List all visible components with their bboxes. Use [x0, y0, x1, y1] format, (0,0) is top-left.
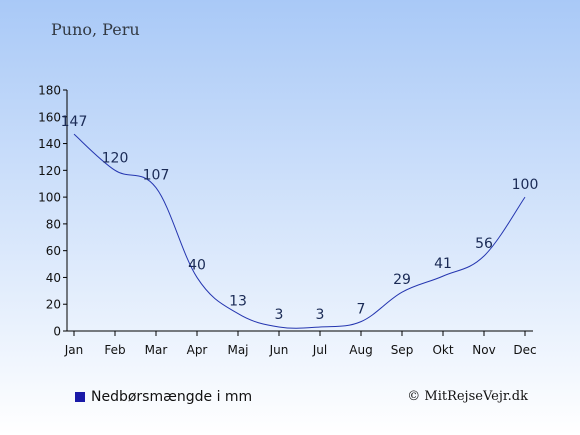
credit-text: © MitRejseVejr.dk	[407, 389, 528, 404]
y-tick-label: 100	[38, 191, 61, 205]
x-tick-label: Nov	[472, 343, 495, 357]
location-title: Puno, Peru	[51, 20, 140, 39]
data-label: 147	[61, 114, 88, 130]
x-tick-label: Jul	[312, 343, 327, 357]
data-label: 13	[229, 294, 247, 310]
data-label: 41	[434, 256, 452, 272]
data-label: 3	[275, 307, 284, 323]
y-tick-label: 80	[46, 217, 61, 231]
data-label: 3	[316, 307, 325, 323]
data-label: 40	[188, 257, 206, 273]
y-tick-label: 60	[46, 244, 61, 258]
y-tick-label: 160	[38, 110, 61, 124]
x-tick-label: Feb	[104, 343, 125, 357]
axes: 0 20 40 60 80 100 120 140 160 180 Jan Feb Mar Apr Maj J…	[38, 84, 537, 358]
data-label: 120	[102, 150, 129, 166]
y-tick-label: 180	[38, 84, 61, 98]
x-tick-label: Aug	[349, 343, 372, 357]
y-tick-label: 20	[46, 298, 61, 312]
data-label: 100	[512, 177, 539, 193]
data-labels: 147 120 107 40 13 3 3 7 29 41 56 100	[61, 114, 539, 327]
x-tick-label: Jun	[269, 343, 289, 357]
y-tick-label: 40	[46, 271, 61, 285]
x-tick-label: Jan	[64, 343, 84, 357]
data-label: 56	[475, 236, 493, 252]
data-label: 107	[143, 168, 170, 184]
precipitation-line	[73, 133, 526, 329]
x-tick-label: Maj	[227, 343, 248, 357]
x-tick-label: Dec	[513, 343, 536, 357]
x-tick-label: Mar	[145, 343, 168, 357]
data-label: 7	[357, 302, 366, 318]
y-tick-label: 0	[53, 325, 61, 339]
legend-swatch	[75, 392, 85, 402]
x-tick-label: Okt	[432, 343, 453, 357]
x-tick-label: Apr	[187, 343, 208, 357]
x-tick-label: Sep	[391, 343, 414, 357]
data-label: 29	[393, 272, 411, 288]
legend: Nedbørsmængde i mm	[75, 389, 252, 405]
y-tick-label: 140	[38, 137, 61, 151]
legend-label: Nedbørsmængde i mm	[91, 389, 253, 405]
y-tick-label: 120	[38, 164, 61, 178]
